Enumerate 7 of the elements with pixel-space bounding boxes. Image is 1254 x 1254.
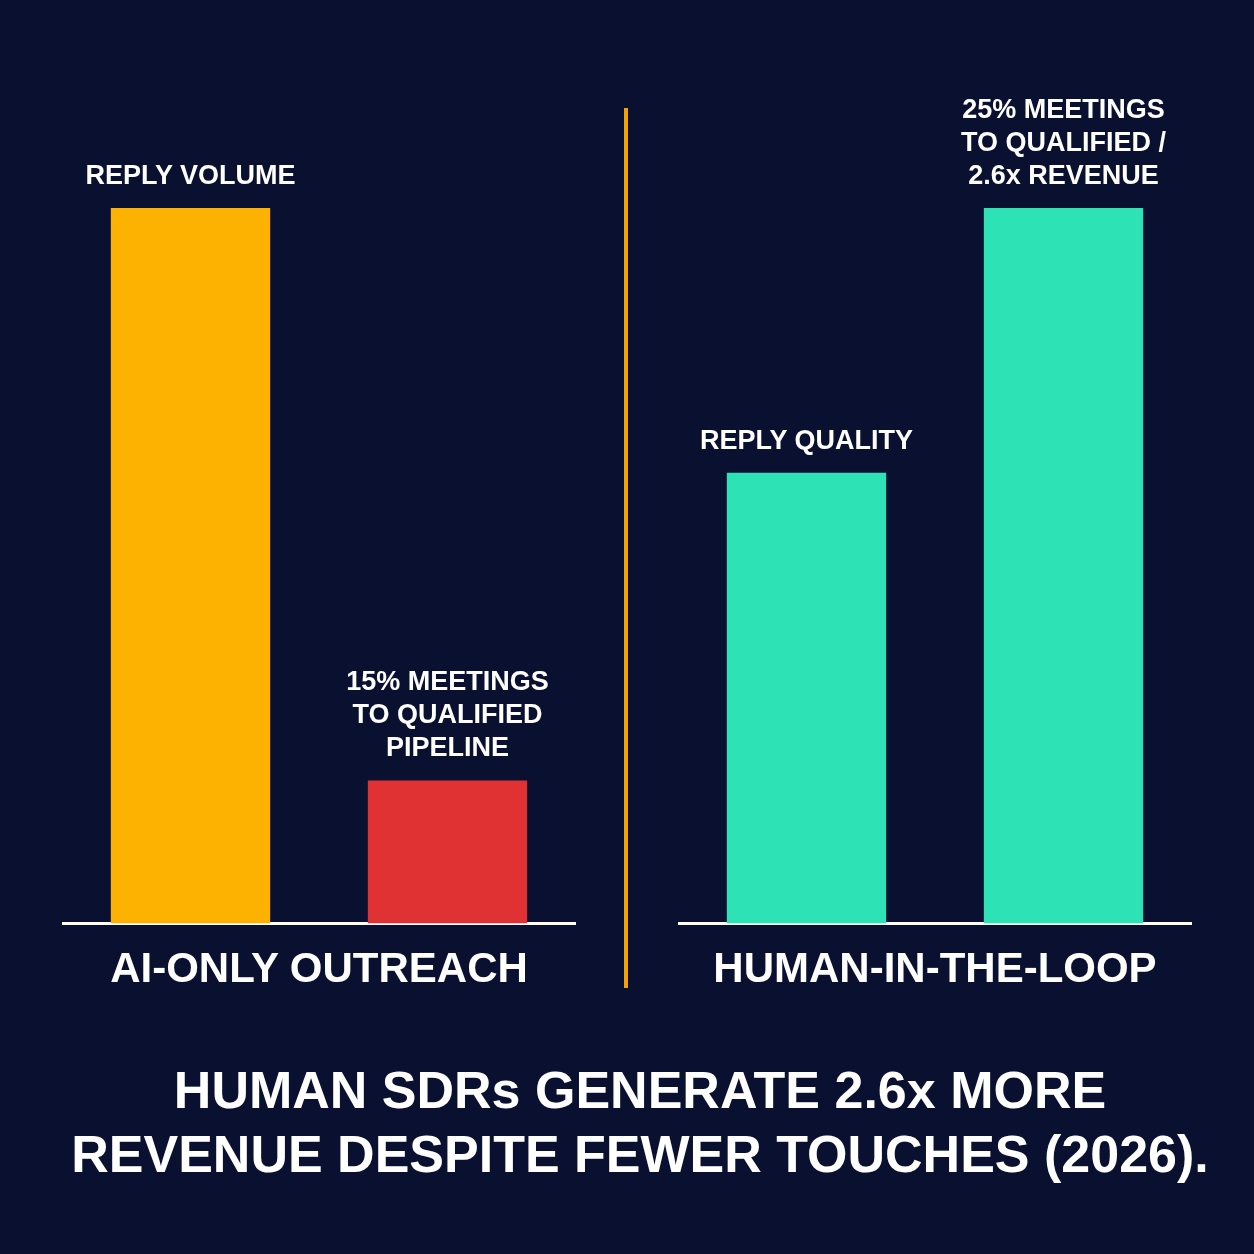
x-tick-label: REPLY VOLUME: [85, 159, 296, 190]
text: HUMAN SDRs GENERATE 2.6x MORE REVENUE DESPITE FEWER TOUCHES (2026).: [70, 1060, 1210, 1185]
x-tick-label: 25% MEETINGS TO QUALIFIED / 2.6x REVENUE: [960, 93, 1167, 190]
x-axis-title: AI-ONLY OUTREACH: [110, 944, 528, 992]
x-axis-title: HUMAN-IN-THE-LOOP: [713, 944, 1157, 992]
x-tick-label: 15% MEETINGS TO QUALIFIED PIPELINE: [346, 666, 549, 763]
x-tick-label: REPLY QUALITY: [699, 424, 914, 455]
